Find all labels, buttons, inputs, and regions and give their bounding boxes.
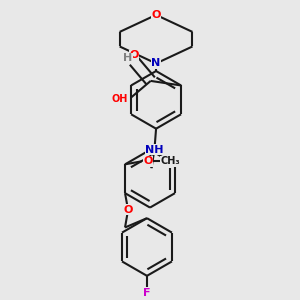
Text: NH: NH — [145, 145, 164, 155]
Text: O: O — [152, 10, 161, 20]
Text: N: N — [152, 58, 161, 68]
Text: F: F — [143, 287, 151, 298]
Text: O: O — [129, 50, 139, 60]
Text: H: H — [123, 53, 133, 63]
Text: O: O — [123, 205, 133, 215]
Text: OH: OH — [112, 94, 128, 104]
Text: CH₃: CH₃ — [161, 156, 180, 166]
Text: O: O — [143, 156, 152, 166]
